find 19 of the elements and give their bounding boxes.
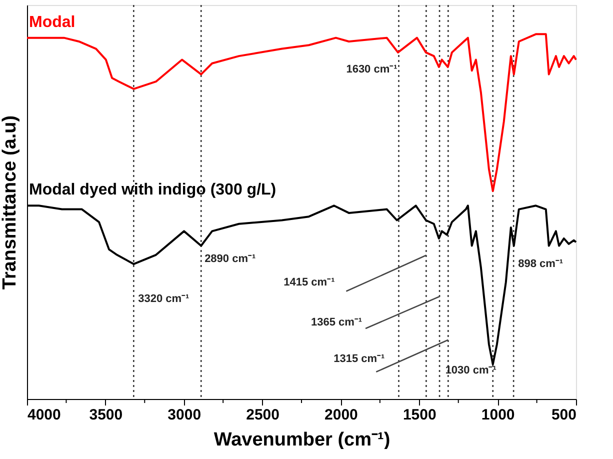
annotation: 3320 cm⁻¹ (138, 293, 190, 306)
annotation: 1030 cm⁻¹ (445, 364, 497, 376)
x-tick-label: 500 (551, 406, 576, 424)
x-tick-label: 1000 (481, 406, 515, 424)
y-axis-title: Transmittance (a.u) (0, 115, 20, 290)
x-tick-label: 4000 (28, 406, 61, 424)
x-tick-label: 1500 (402, 406, 436, 424)
annotation: 1315 cm⁻¹ (334, 352, 386, 365)
annotation: 1365 cm⁻¹ (310, 316, 362, 328)
x-tick-label: 3500 (89, 406, 123, 424)
annotation: 898 cm⁻¹ (518, 258, 564, 270)
x-tick-label: 2000 (324, 406, 358, 424)
annotation: 2890 cm⁻¹ (204, 252, 256, 265)
annotation: 1630 cm⁻¹ (346, 63, 398, 76)
series-label: Modal dyed with indigo (300 g/L) (29, 182, 276, 199)
series-label: Modal (29, 14, 76, 31)
x-tick-label: 3000 (168, 406, 202, 424)
x-tick-label: 2500 (246, 406, 280, 424)
annotation: 1415 cm⁻¹ (284, 276, 336, 288)
